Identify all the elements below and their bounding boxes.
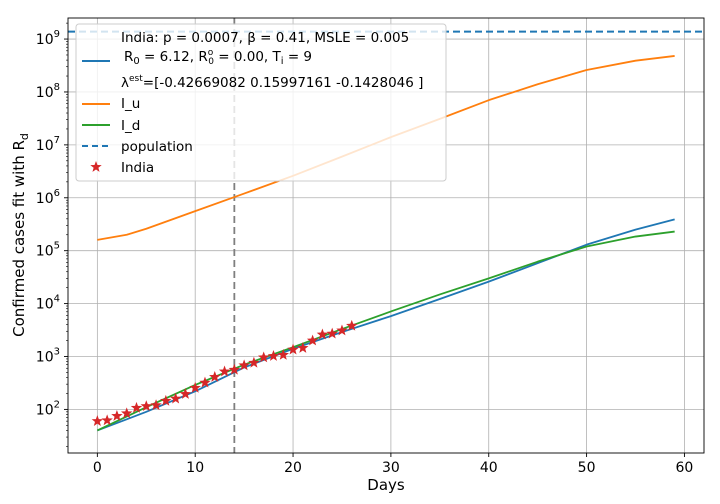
x-tick-label: 40 — [480, 460, 498, 476]
india-data-point — [189, 381, 201, 393]
india-data-point — [316, 328, 329, 340]
india-data-point — [238, 359, 250, 371]
y-tick-label: 109 — [36, 29, 60, 48]
legend-id-label: I_d — [121, 118, 140, 134]
india-data-point — [130, 401, 143, 413]
legend-india-label: India — [121, 160, 154, 176]
india-data-point — [121, 407, 133, 419]
series-line-fit — [97, 218, 675, 432]
india-data-point — [277, 348, 289, 360]
india-data-point — [91, 415, 104, 426]
legend-india-star-icon — [90, 161, 102, 172]
india-data-point — [306, 334, 319, 346]
india-data-point — [218, 365, 231, 377]
india-data-point — [199, 376, 211, 388]
x-tick-label: 30 — [382, 460, 400, 476]
y-axis-label: Confirmed cases fit with Rd — [10, 133, 31, 337]
x-tick-label: 10 — [186, 460, 204, 476]
legend-iu-label: I_u — [121, 96, 140, 112]
india-data-point — [140, 400, 152, 412]
india-data-point — [111, 410, 123, 421]
y-tick-label: 105 — [36, 241, 60, 260]
india-data-point — [326, 327, 338, 339]
legend-title: India: p = 0.0007, β = 0.41, MSLE = 0.00… — [121, 30, 409, 46]
y-tick-label: 107 — [36, 135, 60, 154]
legend-population-label: population — [121, 139, 193, 155]
y-tick-label: 103 — [36, 347, 60, 366]
india-data-point — [179, 388, 192, 399]
x-axis-ticks: 0 10 20 30 40 50 60 — [93, 453, 693, 476]
india-data-point — [101, 414, 113, 426]
india-data-point — [257, 351, 270, 363]
india-data-point — [287, 343, 299, 355]
observed-markers — [91, 319, 358, 426]
india-data-point — [228, 363, 241, 375]
legend-box — [75, 23, 447, 182]
legend-lambda-label: λest=[-0.42669082 0.15997161 -0.1428046 … — [121, 74, 423, 91]
legend: India: p = 0.0007, β = 0.41, MSLE = 0.00… — [75, 23, 447, 182]
y-tick-label: 104 — [36, 294, 60, 313]
india-data-point — [160, 394, 172, 406]
y-tick-label: 102 — [36, 399, 60, 418]
y-tick-label: 106 — [36, 188, 60, 207]
x-axis-label: Days — [367, 476, 405, 494]
india-data-point — [297, 341, 309, 353]
india-data-point — [346, 319, 358, 331]
india-data-point — [248, 356, 260, 368]
x-tick-label: 0 — [93, 460, 102, 476]
india-data-point — [209, 370, 221, 382]
india-data-point — [336, 324, 348, 336]
series-line-id — [96, 230, 675, 432]
legend-fit-label: R0 = 6.12, Ro 0 = 0.00, Ti = 9 — [124, 48, 312, 67]
x-tick-label: 20 — [284, 460, 302, 476]
x-tick-label: 60 — [676, 460, 694, 476]
india-data-point — [150, 399, 162, 411]
y-tick-label: 108 — [36, 82, 60, 101]
x-tick-label: 50 — [578, 460, 596, 476]
india-data-point — [267, 350, 280, 361]
india-data-point — [169, 392, 182, 404]
y-axis-ticks: 102 103 104 105 106 107 108 109 — [36, 22, 68, 447]
plot-frame — [67, 17, 705, 454]
